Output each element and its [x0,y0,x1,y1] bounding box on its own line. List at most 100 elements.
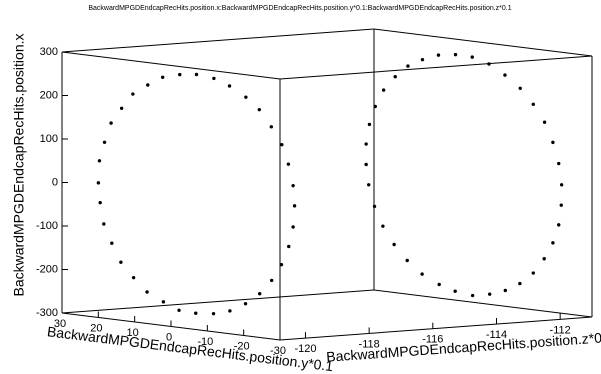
box-edge [61,28,375,53]
x-tick-label: -100 [36,220,58,232]
point [269,278,274,283]
x-tick-label: 300 [40,46,58,58]
point [286,162,291,166]
point [177,308,181,312]
point [227,84,232,88]
point [97,159,102,163]
point [542,257,546,261]
point [392,242,396,247]
point [551,140,555,145]
point [257,292,262,296]
x-tick-label: 100 [40,133,58,145]
point [279,262,284,267]
point [436,53,441,57]
point [367,183,371,187]
point [98,200,102,205]
point [292,204,297,208]
point [102,222,106,226]
x-axis-title: BackwardMPGDEndcapRecHits.position.x [11,34,27,297]
point [194,311,198,315]
point [291,225,295,229]
point [119,260,123,264]
box-edge [279,55,593,80]
point [405,258,409,263]
x-tick-label: -200 [36,263,58,275]
box-edge [373,289,593,318]
point [146,83,150,87]
point [420,57,425,62]
point [131,92,135,96]
point [373,104,377,109]
point [194,72,199,77]
chart-title: BackwardMPGDEndcapRecHits.position.x:Bac… [88,5,511,12]
point [119,106,124,110]
point [518,86,522,90]
point [145,290,149,294]
y-tick-label: -10 [197,336,213,348]
box-edge [279,316,593,341]
point [96,181,101,185]
point [470,293,475,298]
point [291,183,295,188]
z-tick-label: -120 [294,343,316,355]
point [453,289,457,293]
point [257,107,262,112]
point [420,272,424,276]
point [381,224,385,228]
point [269,125,274,129]
point [287,244,291,249]
z-tick-label: -114 [486,329,507,341]
point [518,281,522,286]
point [364,142,368,146]
point [503,73,507,77]
y-tick-label: 30 [54,318,66,330]
point [557,161,561,166]
point [160,75,165,79]
point [178,72,182,77]
y-tick-label: 20 [90,322,102,334]
point [161,300,166,304]
point [244,95,248,99]
x-tick-label: 200 [40,89,58,101]
point [542,120,547,124]
point [102,140,107,144]
box-edge [61,51,281,80]
z-tick-label: -112 [550,324,571,336]
y-tick-label: -20 [234,340,250,352]
point [393,75,397,79]
point [109,121,113,125]
box-edge [373,28,593,57]
point [453,52,458,57]
point [228,309,232,313]
point [211,311,216,316]
box-edge [61,289,375,314]
point [559,203,563,207]
point [531,271,535,275]
point [557,223,561,227]
point [381,88,386,92]
point [280,142,284,147]
point [367,122,372,127]
point [110,241,114,245]
y-tick-label: 10 [127,327,139,339]
point [470,55,474,59]
x-tick-label: 0 [52,176,58,188]
point [372,204,377,209]
point [437,282,441,287]
y-tick-label: 0 [166,331,172,343]
z-tick-label: -116 [422,334,443,346]
z-tick-label: -118 [359,338,380,350]
point [406,64,410,68]
point [487,62,491,66]
y-tick-label: -30 [270,345,286,357]
point [531,102,535,106]
point [212,76,216,81]
point [243,302,248,306]
point [487,292,492,296]
point [131,275,136,280]
point [364,162,368,167]
point [503,288,508,293]
point [551,241,555,245]
